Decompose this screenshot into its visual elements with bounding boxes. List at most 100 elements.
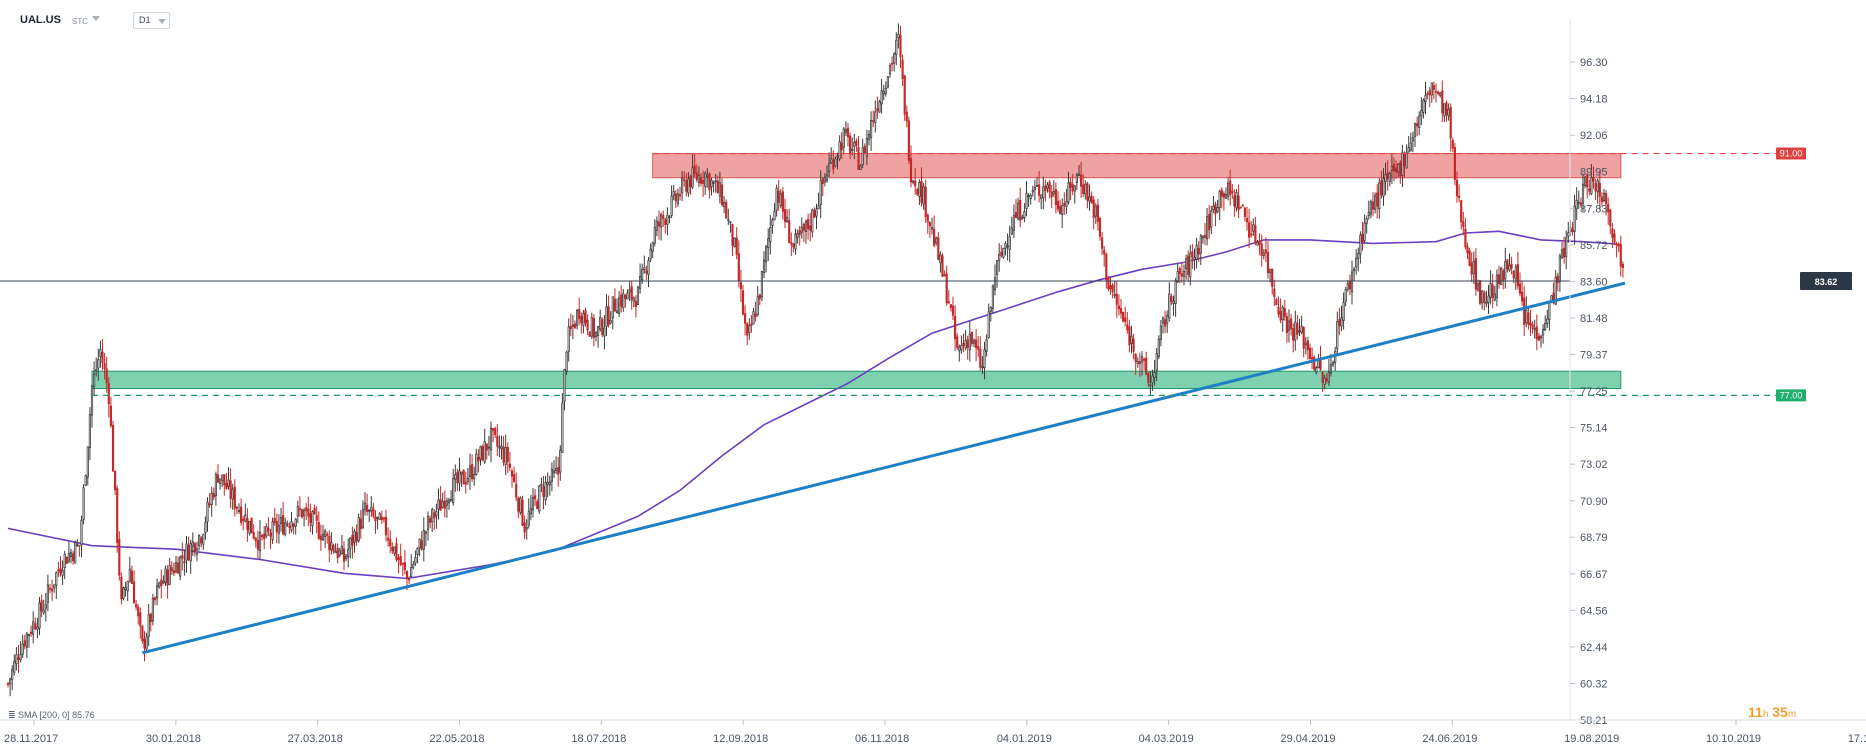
source-dropdown-icon[interactable] [92,16,100,21]
candle-body [1214,203,1217,215]
candle-body [741,290,745,315]
candle-body [861,147,864,166]
candle-body [1287,320,1291,331]
candle-body [1470,262,1473,275]
candle-body [1575,199,1578,210]
candle-body [536,501,539,509]
candle-body [1594,182,1597,192]
candle-body [1468,250,1471,266]
candle-body [523,522,526,533]
candle-body [603,327,606,337]
candle-body [1487,295,1490,303]
candle-body [775,187,778,211]
candle-body [292,523,295,527]
candle-body [349,537,352,549]
source-label[interactable]: STC [72,17,88,26]
candle-body [529,508,532,515]
candle-body [1609,209,1612,227]
candle-body [975,339,978,349]
candle-body [649,248,652,260]
candle-body [1581,183,1585,204]
candle-body [624,294,627,299]
time-axis[interactable]: 28.11.2017 30.01.2018 27.03.2018 22.05.2018… [0,719,1866,745]
candle-body [132,581,136,604]
candle-body [968,334,971,351]
candle-body [830,158,833,164]
candle-body [870,120,873,138]
candle-body [632,297,635,302]
candle-body [996,260,999,275]
candle-body [370,506,373,512]
candle-body [315,515,318,521]
candle-body [412,563,415,568]
candle-body [788,220,791,244]
candle-body [374,516,377,522]
candle-body [735,237,738,255]
candle-body [853,142,856,147]
candle-body [221,474,224,481]
candle-body [691,167,694,188]
candle-body [1607,203,1610,213]
candle-body [863,145,866,155]
candle-body [977,346,980,350]
candle-body [1317,360,1320,369]
candle-body [815,208,818,217]
candle-body [441,501,444,508]
candle-body [269,532,272,537]
candle-body [368,509,371,512]
timeframe-select[interactable]: D1 [133,12,170,29]
candle-body [933,228,936,246]
candle-body [120,576,123,600]
candle-body [907,120,910,161]
resistance-zone [652,153,1622,179]
candle-body [851,148,854,151]
candle-body [1434,90,1438,93]
candle-body [1514,266,1517,280]
candle-body [500,445,503,450]
candle-body [103,362,106,370]
candle-body [19,654,22,661]
candle-body [601,319,604,335]
candle-body [1554,276,1557,305]
candle-body [317,522,320,539]
candle-body [1539,336,1543,339]
candle-body [1006,245,1009,248]
candle-body [739,282,742,290]
candle-body [437,499,440,510]
candle-body [1611,228,1614,238]
candle-body [639,275,642,289]
candle-body [561,402,564,453]
candle-body [956,336,959,348]
candle-body [305,507,308,512]
candle-body [1220,189,1223,197]
candle-body [1109,285,1112,289]
levels-layer: 91.00 77.00 83.62 [0,147,1852,402]
candle-body [307,508,310,517]
candle-body [382,517,385,520]
candle-body [1392,163,1396,172]
candle-body [1008,236,1011,250]
candle-body [181,555,184,559]
candle-body [1516,264,1519,287]
candle-body [433,512,436,519]
candle-body [1094,205,1097,217]
candle-body [1346,283,1349,290]
candle-body [1458,195,1461,199]
candle-body [78,544,81,547]
indicator-legend[interactable]: ≣ SMA [200, 0] 85.76 [8,710,95,721]
symbol-label[interactable]: UAL.US [20,14,61,26]
candle-body [1044,185,1047,192]
candle-body [1063,203,1066,206]
candle-body [185,543,188,561]
candle-body [855,140,858,146]
candle-body [1071,183,1074,192]
candle-body [1481,290,1484,304]
price-axis[interactable]: 96.30 94.18 92.06 89.95 87.83 85.72 83.60 81.48… [1569,19,1608,727]
candle-body [17,657,20,660]
candle-body [1042,186,1045,198]
y-tick-label: 75.14 [1580,423,1608,435]
candle-body [410,567,413,577]
candle-body [1443,103,1446,117]
candle-body [979,348,982,368]
